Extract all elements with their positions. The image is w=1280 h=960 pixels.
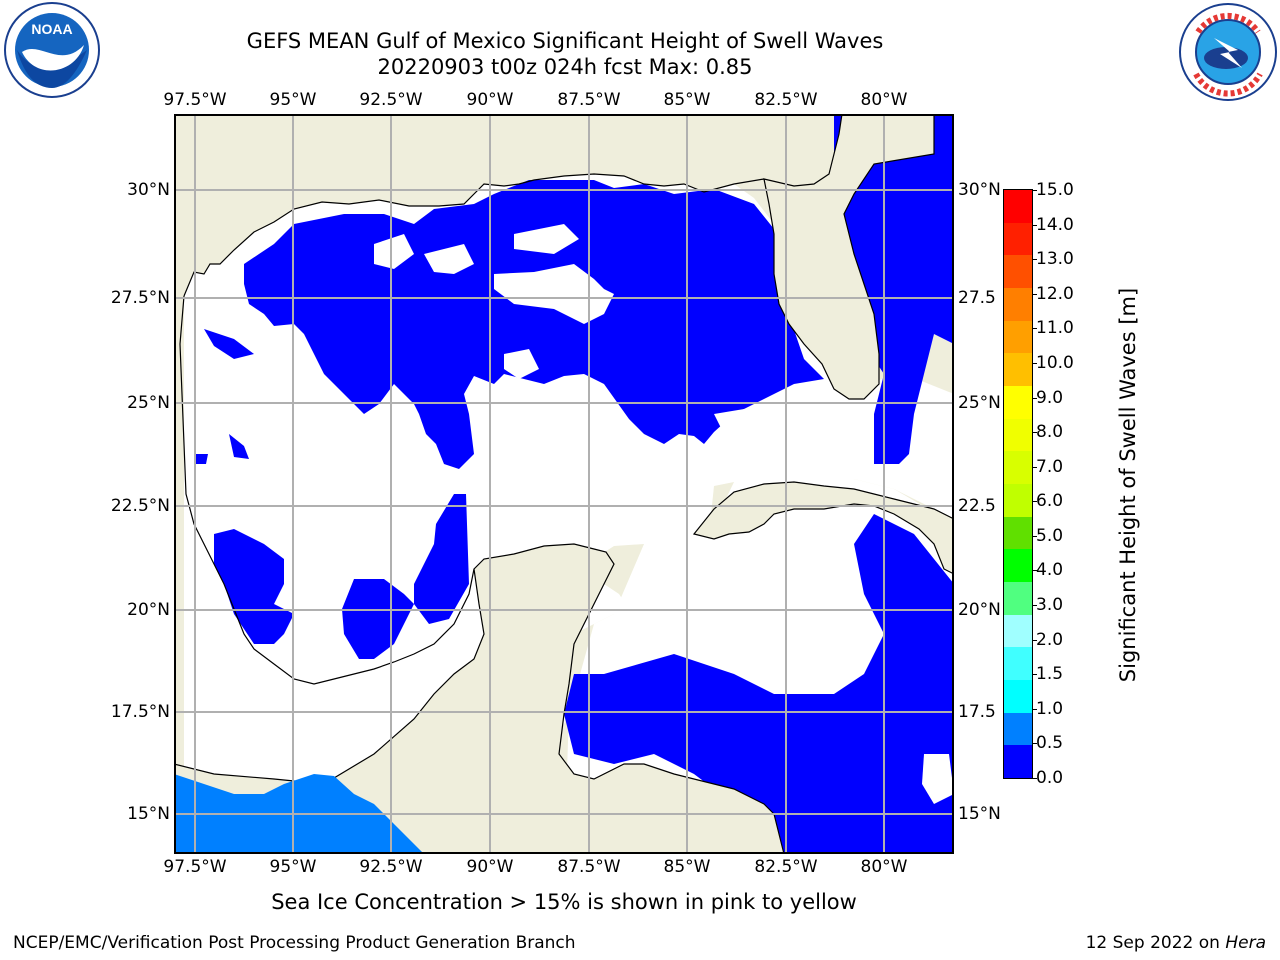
lon-tick-top: 85°W — [663, 90, 711, 110]
lat-tick-left: 20°N — [127, 600, 170, 620]
lon-tick-bottom: 95°W — [269, 857, 317, 877]
colorbar-segment — [1004, 386, 1032, 420]
colorbar-tick-label: 15.0 — [1032, 180, 1074, 200]
colorbar-segment — [1004, 516, 1032, 550]
swell-white-holes — [374, 224, 954, 804]
colorbar-label: Significant Height of Swell Waves [m] — [1116, 287, 1140, 683]
lat-tick-left: 30°N — [127, 180, 170, 200]
map-panel — [174, 114, 954, 854]
colorbar-segment — [1004, 222, 1032, 256]
lat-tick-left: 25°N — [127, 393, 170, 413]
colorbar-segment — [1004, 614, 1032, 648]
nws-logo — [1179, 3, 1277, 101]
colorbar — [1003, 189, 1033, 779]
lon-tick-bottom: 87.5°W — [557, 857, 621, 877]
colorbar-tick-label: 3.0 — [1031, 595, 1064, 616]
yucatan-land — [174, 543, 785, 854]
lon-tick-top: 80°W — [860, 90, 908, 110]
lat-tick-right: 20°N — [958, 600, 1001, 620]
colorbar-segment — [1004, 288, 1032, 322]
colorbar-tick-label: 14.0 — [1032, 214, 1074, 235]
lon-tick-bottom: 82.5°W — [754, 857, 818, 877]
lat-tick-left: 22.5°N — [110, 496, 170, 516]
lat-tick-right: 25°N — [958, 393, 1001, 413]
lon-tick-top: 97.5°W — [163, 90, 227, 110]
colorbar-tick-label: 11.0 — [1032, 318, 1074, 339]
lon-tick-bottom: 90°W — [466, 857, 514, 877]
colorbar-tick-label: 1.0 — [1031, 698, 1064, 719]
colorbar-segment — [1004, 582, 1032, 616]
lat-tick-left: 27.5°N — [110, 288, 170, 308]
colorbar-tick-label: 7.0 — [1031, 456, 1064, 477]
lat-tick-right: 30°N — [958, 180, 1001, 200]
noaa-logo-text: NOAA — [31, 21, 72, 37]
colorbar-segment — [1004, 451, 1032, 485]
lon-tick-bottom: 97.5°W — [163, 857, 227, 877]
plot-title: GEFS MEAN Gulf of Mexico Significant Hei… — [246, 29, 884, 53]
colorbar-tick-label: 9.0 — [1031, 387, 1064, 408]
colorbar-segment — [1004, 320, 1032, 354]
footer-host: Hera — [1225, 933, 1266, 953]
lat-tick-right: 17.5 — [958, 702, 996, 722]
colorbar-tick-label: 12.0 — [1032, 283, 1074, 304]
colorbar-tick-label: 5.0 — [1031, 525, 1064, 546]
footer-date-text: 12 Sep 2022 on — [1085, 933, 1226, 953]
colorbar-segment — [1004, 549, 1032, 583]
lat-tick-right: 15°N — [958, 804, 1001, 824]
map-grid — [174, 114, 954, 854]
lat-tick-left: 15°N — [127, 804, 170, 824]
colorbar-tick-label: 13.0 — [1032, 249, 1074, 270]
lon-tick-top: 82.5°W — [754, 90, 818, 110]
colorbar-segment — [1004, 353, 1032, 387]
sea-ice-note: Sea Ice Concentration > 15% is shown in … — [271, 890, 857, 914]
lon-tick-bottom: 80°W — [860, 857, 908, 877]
colorbar-segment — [1004, 484, 1032, 518]
lon-tick-bottom: 85°W — [663, 857, 711, 877]
lon-tick-top: 87.5°W — [557, 90, 621, 110]
colorbar-tick-label: 4.0 — [1031, 560, 1064, 581]
colorbar-segment — [1004, 647, 1032, 681]
colorbar-tick-label: 8.0 — [1031, 422, 1064, 443]
colorbar-segment — [1004, 680, 1032, 714]
colorbar-tick-label: 0.0 — [1031, 768, 1064, 788]
colorbar-tick-label: 6.0 — [1031, 491, 1064, 512]
lat-tick-right: 27.5 — [958, 288, 996, 308]
lon-tick-top: 92.5°W — [359, 90, 423, 110]
lon-tick-top: 90°W — [466, 90, 514, 110]
colorbar-segment — [1004, 255, 1032, 289]
noaa-logo: NOAA — [4, 2, 100, 98]
lat-tick-right: 22.5 — [958, 496, 996, 516]
footer-credit: NCEP/EMC/Verification Post Processing Pr… — [13, 933, 576, 953]
lon-tick-top: 95°W — [269, 90, 317, 110]
footer-date: 12 Sep 2022 on Hera — [1086, 933, 1266, 953]
colorbar-tick-label: 0.5 — [1031, 733, 1064, 754]
mexico-gulf-coast — [179, 295, 475, 685]
lat-tick-left: 17.5°N — [110, 702, 170, 722]
colorbar-tick-label: 2.0 — [1031, 629, 1064, 650]
colorbar-segment — [1004, 190, 1032, 224]
colorbar-segment — [1004, 745, 1032, 779]
colorbar-tick-label: 1.5 — [1031, 664, 1064, 685]
lon-tick-bottom: 92.5°W — [359, 857, 423, 877]
colorbar-segment — [1004, 712, 1032, 746]
plot-subtitle: 20220903 t00z 024h fcst Max: 0.85 — [377, 55, 753, 79]
colorbar-segment — [1004, 418, 1032, 452]
colorbar-tick-label: 10.0 — [1032, 352, 1074, 373]
map-frame — [174, 114, 954, 854]
us-gulf-coast — [183, 173, 765, 297]
